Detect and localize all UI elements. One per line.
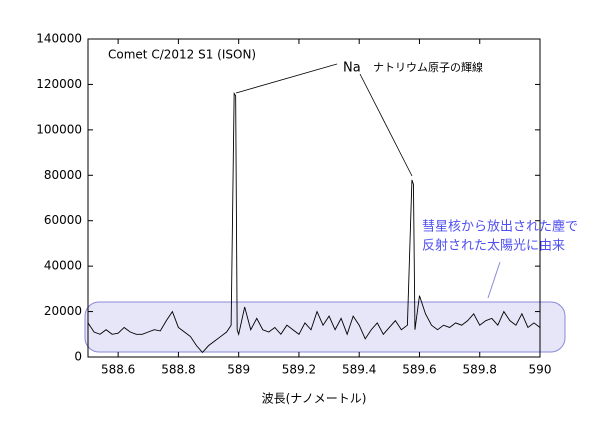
y-tick-label: 120000	[36, 77, 82, 91]
y-tick-label: 100000	[36, 122, 82, 136]
pointer-line	[487, 261, 501, 299]
y-tick-label: 80000	[44, 168, 82, 182]
x-tick-label: 588.8	[161, 363, 195, 377]
pointer-line	[359, 73, 413, 177]
y-tick-label: 0	[74, 350, 82, 364]
x-tick-label: 589.2	[282, 363, 316, 377]
annotation: 彗星核から放出された塵で	[422, 220, 578, 235]
plot-frame	[87, 38, 541, 358]
y-tick-label: 20000	[44, 304, 82, 318]
annotation: Comet C/2012 S1 (ISON)	[108, 48, 256, 62]
x-axis-label: 波長(ナノメートル)	[262, 392, 367, 406]
x-tick-label: 589.8	[463, 363, 497, 377]
y-tick-label: 140000	[36, 32, 82, 46]
x-tick-label: 588.6	[101, 363, 135, 377]
annotation: 反射された太陽光に由来	[422, 238, 565, 254]
annotation: ナトリウム原子の輝線	[373, 60, 483, 74]
pointer-line	[235, 63, 338, 94]
x-tick-label: 589.6	[402, 363, 436, 377]
y-tick-label: 60000	[44, 213, 82, 227]
spectrum-line	[87, 92, 541, 354]
y-tick-label: 40000	[44, 259, 82, 273]
x-tick-label: 589.4	[342, 363, 376, 377]
x-tick-label: 590	[529, 363, 552, 377]
x-tick-label: 589	[227, 363, 250, 377]
highlight-region	[84, 301, 566, 353]
annotation: Na	[343, 61, 361, 76]
